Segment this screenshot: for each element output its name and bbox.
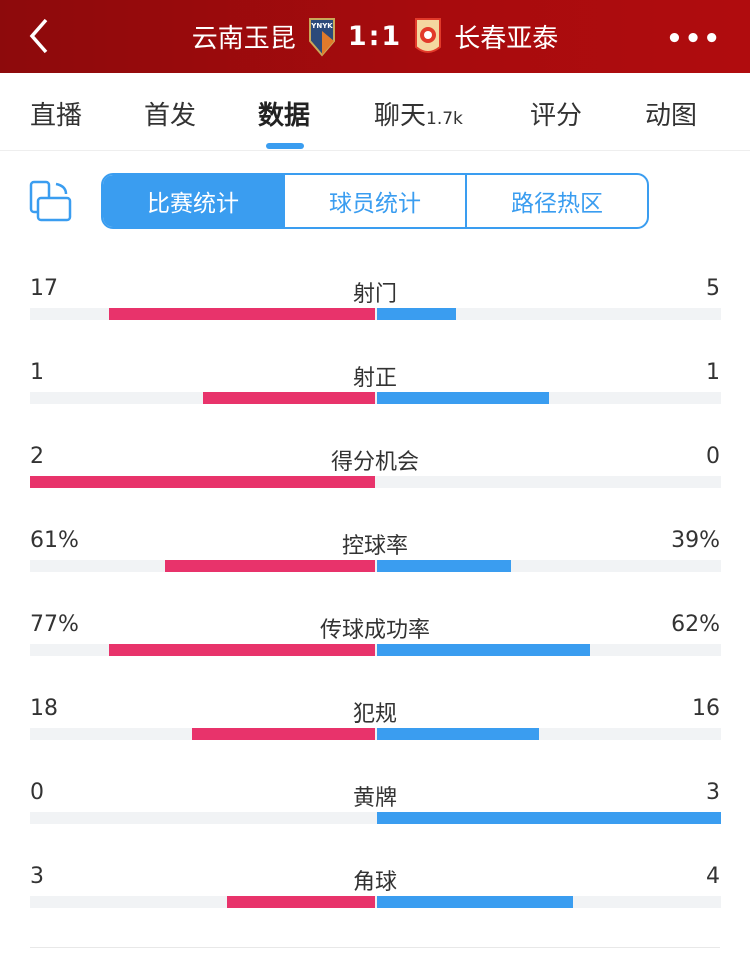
tab-data[interactable]: 数据 [258,101,311,131]
home-bar [109,644,375,656]
away-value: 5 [706,276,720,301]
away-bar [377,896,574,908]
away-value: 0 [706,444,720,469]
stat-bar-track [30,644,721,656]
divider [30,947,720,948]
stat-row: 3 角球 4 [0,864,750,948]
stat-name: 射门 [352,282,397,307]
tab-ratings[interactable]: 评分 [530,101,583,131]
stat-row: 0 黄牌 3 [0,780,750,864]
away-value: 1 [706,360,720,385]
stat-name: 犯规 [352,702,397,727]
tab-gifs[interactable]: 动图 [645,101,698,131]
stat-name: 传球成功率 [319,618,430,643]
away-team-name[interactable]: 长春亚泰 [454,24,559,54]
stat-bar-track [30,392,721,404]
away-bar [377,812,721,824]
stat-row: 18 犯规 16 [0,696,750,780]
rotate-screen-icon[interactable] [28,180,72,224]
away-bar [377,392,549,404]
stat-row: 2 得分机会 0 [0,444,750,528]
home-value: 2 [30,444,44,469]
stat-bar-track [30,728,721,740]
away-bar [377,644,591,656]
stat-name: 黄牌 [352,786,397,811]
stat-bar-track [30,476,721,488]
home-bar [202,392,375,404]
away-bar [377,308,457,320]
home-bar [164,560,375,572]
segment-match-stats[interactable]: 比赛统计 [103,175,283,227]
home-value: 1 [30,360,44,385]
chat-count: 1.7k [426,109,463,129]
away-value: 39% [671,528,720,553]
home-bar [109,308,375,320]
stat-row: 1 射正 1 [0,360,750,444]
home-value: 3 [30,864,44,889]
home-value: 18 [30,696,58,721]
away-value: 4 [706,864,720,889]
tab-live[interactable]: 直播 [30,101,83,131]
home-team-name[interactable]: 云南玉昆 [191,24,296,54]
segment-player-stats[interactable]: 球员统计 [283,175,465,227]
back-icon[interactable] [24,14,54,58]
tab-chat[interactable]: 聊天1.7k [374,101,463,131]
away-value: 3 [706,780,720,805]
away-bar [377,560,512,572]
stat-name: 控球率 [341,534,408,559]
segment-heatmap[interactable]: 路径热区 [465,175,647,227]
stat-bar-track [30,308,721,320]
home-value: 77% [30,612,79,637]
home-team-badge: YNYK [308,17,335,57]
away-value: 16 [692,696,720,721]
home-bar [226,896,375,908]
stat-row: 17 射门 5 [0,276,750,360]
away-team-badge [415,17,442,53]
away-value: 62% [671,612,720,637]
stat-bar-track [30,812,721,824]
tab-bar: 直播 首发 数据 聊天1.7k 评分 动图 [0,73,750,151]
score: 1:1 [347,21,403,52]
active-tab-indicator [266,143,304,149]
stat-name: 得分机会 [330,450,419,475]
stats-segment-control: 比赛统计 球员统计 路径热区 [101,173,649,229]
home-value: 17 [30,276,58,301]
home-bar [30,476,375,488]
stat-bar-track [30,896,721,908]
stat-name: 射正 [352,366,397,391]
stat-row: 61% 控球率 39% [0,528,750,612]
svg-text:YNYK: YNYK [310,22,333,30]
stat-row: 77% 传球成功率 62% [0,612,750,696]
more-icon[interactable]: ••• [666,24,722,54]
away-bar [377,728,539,740]
stat-name: 角球 [352,870,397,895]
home-value: 61% [30,528,79,553]
home-bar [192,728,375,740]
stat-bar-track [30,560,721,572]
tab-lineup[interactable]: 首发 [144,101,197,131]
match-header: 云南玉昆 YNYK 1:1 长春亚泰 ••• [0,0,750,73]
home-value: 0 [30,780,44,805]
